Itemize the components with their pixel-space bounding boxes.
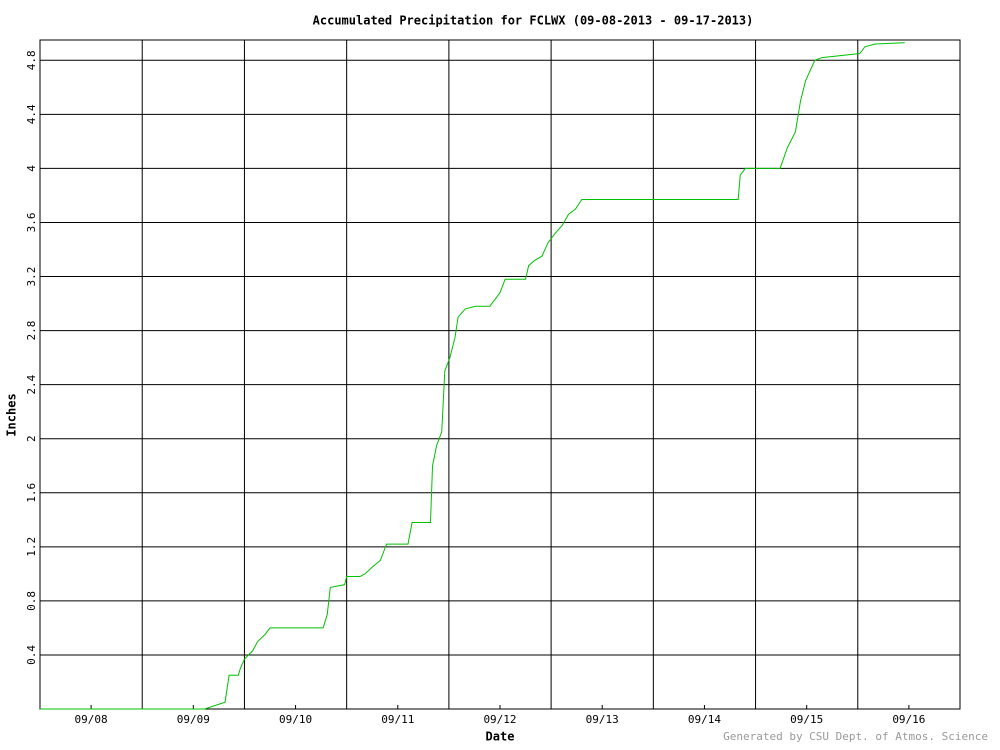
- x-tick-label: 09/08: [75, 713, 108, 726]
- y-tick-label: 4.4: [25, 104, 38, 124]
- x-tick-label: 09/12: [483, 713, 516, 726]
- y-tick-label: 1.2: [25, 537, 38, 557]
- y-tick-label: 0.8: [25, 591, 38, 611]
- y-tick-label: 3.2: [25, 267, 38, 287]
- y-tick-label: 2.4: [25, 374, 38, 394]
- x-tick-label: 09/11: [381, 713, 414, 726]
- y-tick-label: 4.8: [25, 50, 38, 70]
- y-tick-label: 0.4: [25, 645, 38, 665]
- x-tick-label: 09/13: [586, 713, 619, 726]
- y-tick-label: 1.6: [25, 483, 38, 503]
- y-tick-label: 3.6: [25, 213, 38, 233]
- footer: Generated by CSU Dept. of Atmos. Science: [723, 730, 988, 743]
- x-axis-label: Date: [486, 730, 515, 744]
- x-tick-label: 09/14: [688, 713, 721, 726]
- x-tick-label: 09/15: [790, 713, 823, 726]
- chart-title: Accumulated Precipitation for FCLWX (09-…: [313, 14, 754, 28]
- x-tick-label: 09/09: [177, 713, 210, 726]
- y-tick-label: 4: [25, 165, 38, 172]
- y-tick-label: 2: [25, 435, 38, 442]
- y-tick-label: 2.8: [25, 321, 38, 341]
- y-axis-label: Inches: [5, 393, 19, 436]
- x-tick-label: 09/10: [279, 713, 312, 726]
- x-tick-label: 09/16: [892, 713, 925, 726]
- plot-area: [39, 39, 961, 710]
- data-line: [40, 42, 905, 710]
